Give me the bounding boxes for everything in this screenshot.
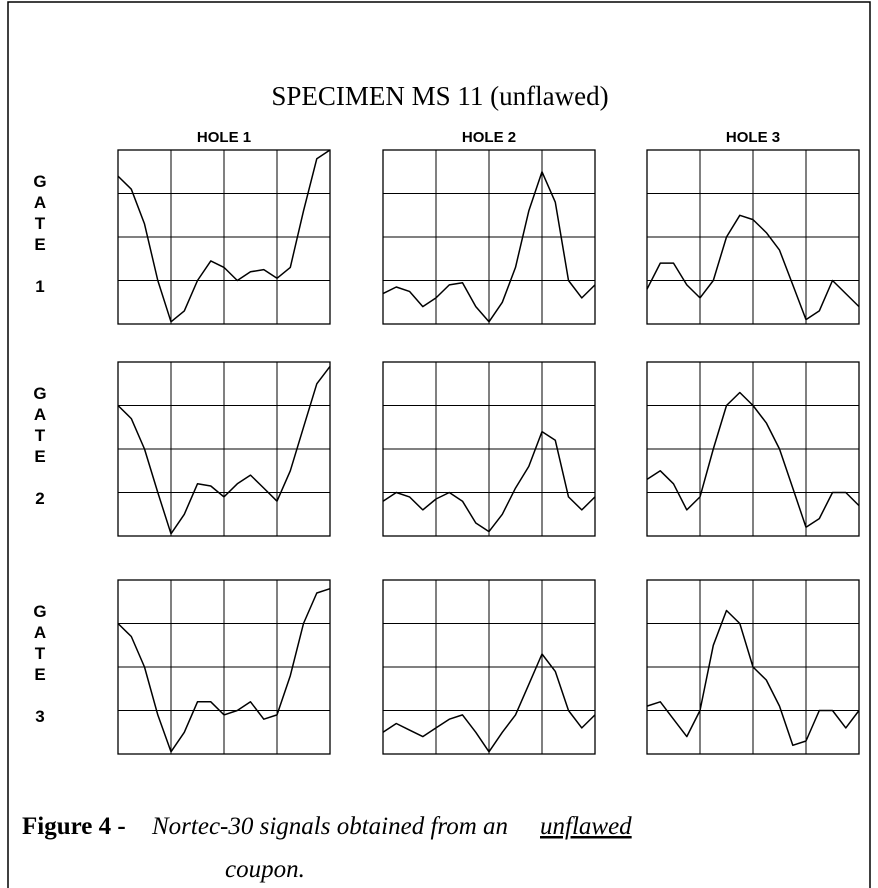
signal-line bbox=[117, 365, 331, 535]
signal-line bbox=[646, 609, 860, 747]
signal-line bbox=[646, 214, 860, 321]
signal-line bbox=[382, 430, 596, 533]
signal-line bbox=[382, 653, 596, 753]
caption-label: Figure 4 - bbox=[22, 813, 126, 840]
column-label: HOLE 3 bbox=[726, 129, 780, 146]
figure-title: SPECIMEN MS 11 (unflawed) bbox=[271, 81, 608, 111]
row-label: GATE 3 bbox=[31, 602, 50, 728]
frame bbox=[7, 1, 871, 888]
column-label: HOLE 1 bbox=[197, 129, 251, 146]
caption-tail: coupon. bbox=[225, 856, 305, 883]
caption-text: Nortec-30 signals obtained from an bbox=[151, 813, 508, 840]
signal-line bbox=[646, 391, 860, 529]
caption-emphasis: unflawed bbox=[540, 813, 632, 840]
column-label: HOLE 2 bbox=[462, 129, 516, 146]
signal-line bbox=[382, 171, 596, 323]
signal-line bbox=[117, 149, 331, 323]
signal-line bbox=[117, 587, 331, 753]
row-label: GATE 2 bbox=[31, 384, 50, 510]
row-label: GATE 1 bbox=[31, 172, 50, 298]
